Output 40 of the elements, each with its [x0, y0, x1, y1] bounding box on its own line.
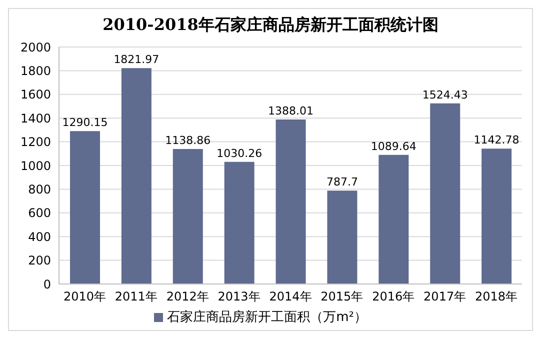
y-tick-label: 0 [43, 277, 51, 292]
y-tick-label: 1400 [20, 111, 51, 126]
y-tick-label: 1000 [20, 158, 51, 173]
x-tick-label: 2012年 [166, 290, 209, 304]
data-label: 1388.01 [268, 104, 314, 118]
bar [430, 103, 460, 284]
bar [276, 120, 306, 284]
data-label: 1142.78 [474, 134, 520, 147]
y-tick-label: 200 [28, 254, 51, 268]
bar [172, 149, 203, 284]
data-label: 1524.43 [422, 88, 468, 102]
x-tick-label: 2010年 [63, 290, 106, 304]
bar [327, 190, 358, 284]
data-label: 787.7 [326, 176, 358, 189]
data-label: 1138.86 [165, 134, 211, 148]
bar [224, 162, 254, 284]
x-tick-label: 2017年 [424, 290, 466, 304]
x-tick-label: 2018年 [475, 290, 518, 304]
x-tick-label: 2011年 [114, 290, 158, 304]
x-tick-label: 2014年 [269, 290, 312, 304]
y-tick-label: 1200 [20, 135, 51, 150]
y-tick-label: 400 [28, 230, 51, 244]
y-tick-label: 800 [28, 182, 51, 196]
data-label: 1030.26 [216, 146, 262, 160]
x-tick-label: 2015年 [320, 290, 364, 304]
bar [70, 131, 100, 284]
x-tick-label: 2016年 [372, 290, 415, 304]
y-tick-label: 1800 [20, 64, 51, 78]
y-tick-label: 2000 [20, 40, 51, 54]
data-label: 1089.64 [370, 140, 416, 153]
bar [121, 68, 152, 284]
bar [482, 148, 512, 284]
y-tick-label: 1600 [20, 88, 51, 102]
y-tick-label: 600 [28, 206, 51, 220]
legend-label: 石家庄商品房新开工面积（万m²） [167, 310, 367, 325]
bar [378, 154, 409, 284]
chart-title: 2010-2018年石家庄商品房新开工面积统计图 [102, 14, 440, 36]
x-tick-label: 2013年 [218, 290, 260, 304]
data-label: 1290.15 [62, 116, 108, 130]
data-label: 1821.97 [114, 53, 160, 66]
